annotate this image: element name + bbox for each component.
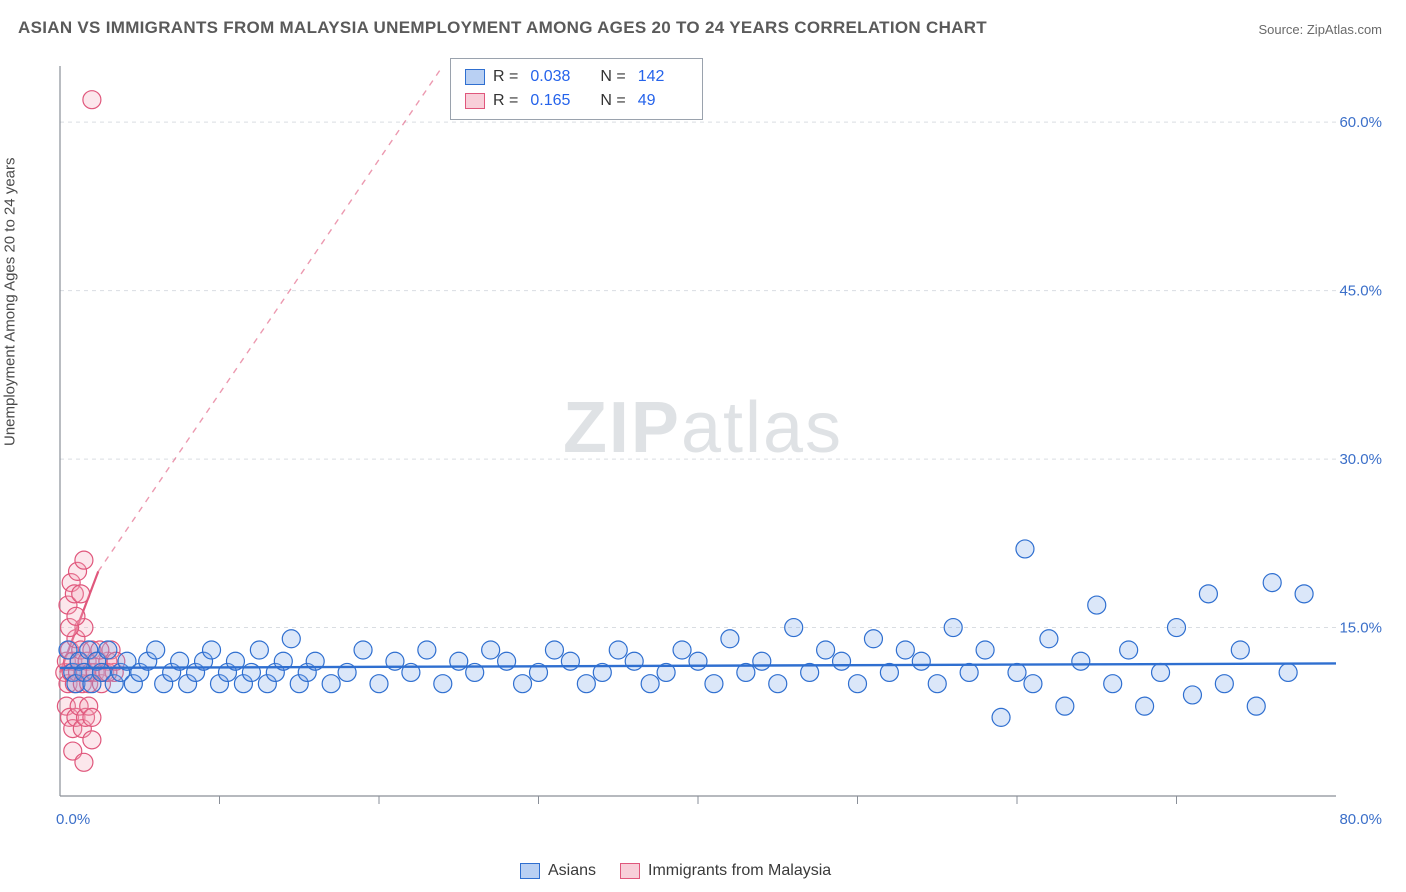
legend-stats: R = 0.038 N = 142 R = 0.165 N = 49 <box>450 58 703 120</box>
legend-swatch <box>620 863 640 879</box>
r-value: 0.038 <box>530 68 580 86</box>
r-label: R = <box>493 68 518 86</box>
legend-swatch <box>520 863 540 879</box>
svg-text:60.0%: 60.0% <box>1339 114 1382 131</box>
n-value: 49 <box>638 92 688 110</box>
legend-swatch <box>465 69 485 85</box>
chart-title: ASIAN VS IMMIGRANTS FROM MALAYSIA UNEMPL… <box>18 18 987 38</box>
svg-text:0.0%: 0.0% <box>56 811 90 828</box>
legend-series-item: Asians <box>520 862 596 880</box>
y-axis-label: Unemployment Among Ages 20 to 24 years <box>2 157 19 446</box>
r-label: R = <box>493 92 518 110</box>
chart-area: 15.0% 30.0% 45.0% 60.0% 0.0% 80.0% <box>50 56 1386 836</box>
legend-stats-row: R = 0.165 N = 49 <box>465 89 688 113</box>
legend-series-label: Asians <box>548 862 596 880</box>
n-label: N = <box>600 92 625 110</box>
legend-series-item: Immigrants from Malaysia <box>620 862 831 880</box>
n-value: 142 <box>638 68 688 86</box>
scatter-chart: 15.0% 30.0% 45.0% 60.0% 0.0% 80.0% <box>50 56 1386 836</box>
legend-stats-row: R = 0.038 N = 142 <box>465 65 688 89</box>
source-label: Source: ZipAtlas.com <box>1258 22 1382 37</box>
svg-text:15.0%: 15.0% <box>1339 620 1382 637</box>
svg-text:45.0%: 45.0% <box>1339 283 1382 300</box>
n-label: N = <box>600 68 625 86</box>
r-value: 0.165 <box>530 92 580 110</box>
svg-text:80.0%: 80.0% <box>1339 811 1382 828</box>
legend-series-label: Immigrants from Malaysia <box>648 862 831 880</box>
legend-swatch <box>465 93 485 109</box>
svg-text:30.0%: 30.0% <box>1339 451 1382 468</box>
legend-series: Asians Immigrants from Malaysia <box>520 862 831 880</box>
